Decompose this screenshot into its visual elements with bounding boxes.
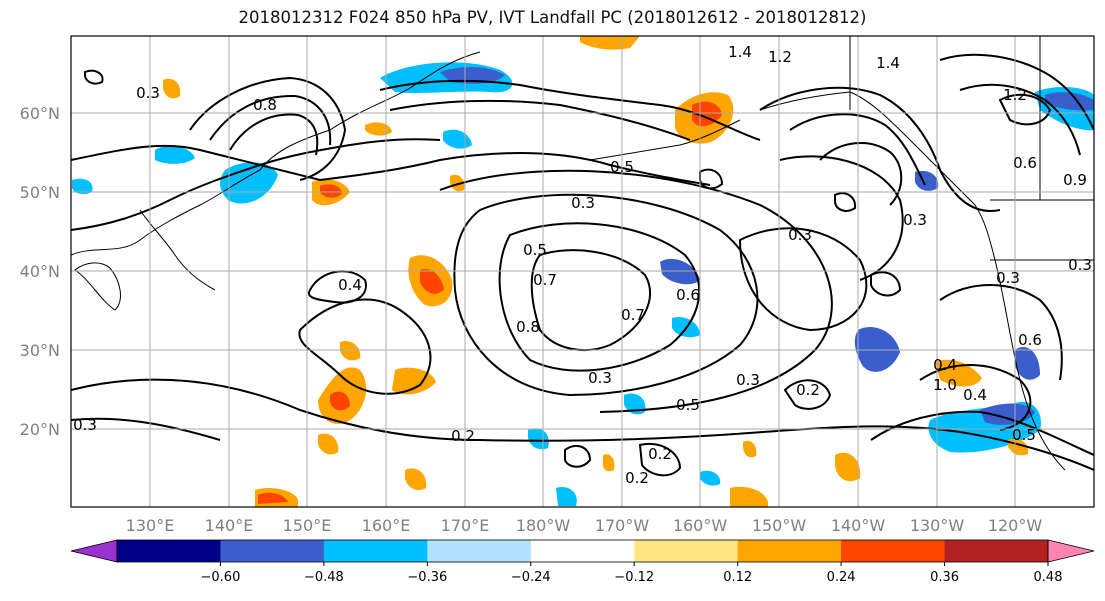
contour-label: 1.2 bbox=[768, 48, 792, 66]
contour-label: 0.9 bbox=[1063, 171, 1087, 189]
colorbar-tick-label: 0.48 bbox=[1034, 570, 1063, 585]
graticule bbox=[71, 36, 1094, 507]
colorbar-bin bbox=[530, 540, 635, 562]
lon-label: 170°W bbox=[595, 516, 650, 535]
contour-label: 0.4 bbox=[963, 386, 987, 404]
longitude-labels: 130°E 140°E 150°E 160°E 170°E 180°W 170°… bbox=[126, 516, 1043, 535]
contour-label: 0.2 bbox=[451, 427, 475, 445]
contour-label: 1.4 bbox=[728, 43, 752, 61]
lon-label: 150°E bbox=[283, 516, 332, 535]
contour-label: 0.5 bbox=[523, 241, 547, 259]
lon-label: 130°E bbox=[126, 516, 175, 535]
colorbar-bin bbox=[427, 540, 532, 562]
lon-label: 180°W bbox=[516, 516, 571, 535]
lat-label: 30°N bbox=[20, 341, 60, 360]
lat-label: 60°N bbox=[20, 104, 60, 123]
colorbar-tick-label: −0.36 bbox=[407, 570, 447, 585]
lon-label: 140°W bbox=[831, 516, 886, 535]
colorbar-bin bbox=[220, 540, 325, 562]
colorbar-bin bbox=[117, 540, 221, 562]
contour-label: 0.2 bbox=[796, 381, 820, 399]
contour-label: 0.5 bbox=[676, 396, 700, 414]
lon-label: 160°E bbox=[362, 516, 411, 535]
lat-label: 50°N bbox=[20, 183, 60, 202]
contour-label: 0.4 bbox=[933, 356, 957, 374]
contour-label: 0.4 bbox=[338, 276, 362, 294]
contour-label: 0.3 bbox=[903, 211, 927, 229]
contour-label: 0.6 bbox=[676, 286, 700, 304]
colorbar-bin bbox=[634, 540, 739, 562]
filled-anomalies bbox=[72, 36, 1094, 507]
contour-label: 0.2 bbox=[648, 445, 672, 463]
lon-label: 170°E bbox=[441, 516, 490, 535]
lat-label: 20°N bbox=[20, 420, 60, 439]
contour-label: 0.3 bbox=[996, 269, 1020, 287]
pv-contours bbox=[71, 53, 1094, 477]
contour-label: 1.4 bbox=[876, 54, 900, 72]
contour-label: 0.5 bbox=[610, 158, 634, 176]
colorbar-tick-label: 0.12 bbox=[723, 570, 752, 585]
colorbar-bin bbox=[737, 540, 842, 562]
colorbar-tick-label: −0.24 bbox=[511, 570, 551, 585]
latitude-labels: 60°N 50°N 40°N 30°N 20°N bbox=[20, 104, 60, 439]
colorbar-bin bbox=[841, 540, 946, 562]
colorbar: −0.60 −0.48 −0.36 −0.24 −0.12 0.12 0.24 0.36 0.4… bbox=[70, 539, 1095, 585]
colorbar-tick-label: 0.36 bbox=[930, 570, 959, 585]
map-content: 1.4 1.2 1.4 1.2 0.8 0.5 0.3 0.5 0.7 0.8 0.7 0.6 0.4 0… bbox=[71, 36, 1094, 507]
contour-label: 0.3 bbox=[788, 226, 812, 244]
contour-label: 0.6 bbox=[1013, 154, 1037, 172]
contour-label: 0.6 bbox=[1018, 331, 1042, 349]
contour-label: 0.5 bbox=[1012, 426, 1036, 444]
contour-labels: 1.4 1.2 1.4 1.2 0.8 0.5 0.3 0.5 0.7 0.8 0.7 0.6 0.4 0… bbox=[73, 43, 1092, 487]
map-frame bbox=[70, 35, 1095, 508]
contour-label: 0.3 bbox=[736, 371, 760, 389]
colorbar-bin bbox=[944, 540, 1049, 562]
contour-label: 0.3 bbox=[588, 369, 612, 387]
contour-label: 0.8 bbox=[516, 318, 540, 336]
contour-label: 0.3 bbox=[1068, 256, 1092, 274]
colorbar-tick-label: −0.60 bbox=[201, 570, 241, 585]
lon-label: 140°E bbox=[205, 516, 254, 535]
lon-label: 130°W bbox=[910, 516, 965, 535]
colorbar-tick-label: −0.12 bbox=[614, 570, 654, 585]
map-title: 2018012312 F024 850 hPa PV, IVT Landfall… bbox=[238, 8, 867, 27]
contour-label: 0.3 bbox=[73, 416, 97, 434]
contour-label: 0.3 bbox=[571, 194, 595, 212]
contour-label: 1.0 bbox=[933, 376, 957, 394]
contour-label: 0.7 bbox=[621, 306, 645, 324]
contour-label: 1.2 bbox=[1003, 86, 1027, 104]
colorbar-tick-label: −0.48 bbox=[304, 570, 344, 585]
lon-label: 120°W bbox=[988, 516, 1043, 535]
contour-label: 0.8 bbox=[253, 96, 277, 114]
contour-label: 0.2 bbox=[625, 469, 649, 487]
colorbar-extend-high bbox=[1047, 539, 1095, 563]
colorbar-bin bbox=[323, 540, 428, 562]
lon-label: 150°W bbox=[752, 516, 807, 535]
colorbar-tick-label: 0.24 bbox=[827, 570, 856, 585]
lat-label: 40°N bbox=[20, 262, 60, 281]
contour-label: 0.3 bbox=[136, 84, 160, 102]
lon-label: 160°W bbox=[673, 516, 728, 535]
colorbar-extend-low bbox=[70, 539, 118, 563]
contour-label: 0.7 bbox=[533, 271, 557, 289]
